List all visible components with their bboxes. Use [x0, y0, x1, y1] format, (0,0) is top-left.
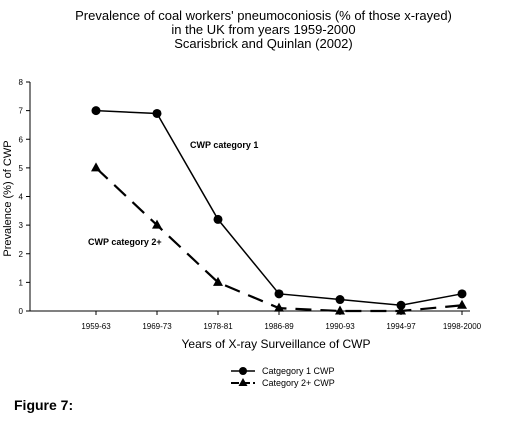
y-ticks: 0 1 2 3 4 5 6 7 8	[19, 78, 30, 316]
chart-title-line-2: in the UK from years 1959-2000	[171, 22, 356, 37]
legend-marker-triangle	[238, 378, 248, 386]
legend-item: Category 2+ CWP	[231, 378, 335, 388]
y-axis-label: Prevalence (%) of CWP	[2, 140, 14, 256]
y-tick-label: 8	[19, 78, 24, 87]
series-2	[91, 162, 467, 315]
y-tick-label: 0	[19, 307, 24, 316]
annotation-cwp-category-1: CWP category 1	[190, 140, 258, 150]
data-point-circle	[396, 300, 406, 310]
data-point-triangle	[396, 305, 406, 315]
legend-label: Catgegory 1 CWP	[262, 366, 335, 376]
x-ticks: 1959-63 1969-73 1978-81 1986-89 1990-93 1994-…	[81, 311, 482, 331]
legend-marker-circle	[239, 367, 247, 375]
x-tick-label: 1990-93	[325, 322, 355, 331]
chart-title-line-1: Prevalence of coal workers' pneumoconios…	[75, 8, 452, 23]
x-tick-label: 1969-73	[142, 322, 172, 331]
y-tick-label: 3	[19, 221, 24, 230]
figure-caption: Figure 7:	[14, 397, 74, 413]
series-line	[95, 109, 463, 307]
chart-legend: Catgegory 1 CWP Category 2+ CWP	[231, 366, 335, 388]
x-tick-label: 1978-81	[203, 322, 233, 331]
chart-title-line-3: Scarisbrick and Quinlan (2002)	[174, 36, 353, 51]
y-tick-label: 7	[19, 107, 24, 116]
data-point-circle	[457, 289, 467, 299]
data-point-circle	[335, 295, 345, 305]
data-point-triangle	[335, 305, 345, 315]
legend-item: Catgegory 1 CWP	[231, 366, 335, 376]
data-point-triangle	[152, 219, 162, 229]
legend-label: Category 2+ CWP	[262, 378, 335, 388]
x-axis-label: Years of X-ray Surveillance of CWP	[182, 337, 371, 351]
x-tick-label: 1959-63	[81, 322, 111, 331]
y-tick-label: 6	[19, 135, 24, 144]
data-point-triangle	[91, 162, 101, 172]
series-layer	[91, 106, 467, 315]
data-point-circle	[91, 106, 101, 116]
annotation-cwp-category-2plus: CWP category 2+	[88, 237, 162, 247]
data-point-triangle	[457, 299, 467, 309]
y-tick-label: 4	[19, 193, 24, 202]
y-tick-label: 2	[19, 250, 24, 259]
y-tick-label: 1	[19, 278, 24, 287]
x-tick-label: 1986-89	[264, 322, 294, 331]
data-point-triangle	[213, 276, 223, 286]
data-point-circle	[274, 289, 284, 299]
x-tick-label: 1998-2000	[443, 322, 482, 331]
chart-axes	[29, 82, 470, 312]
series-1	[91, 106, 467, 310]
data-point-circle	[152, 108, 162, 118]
y-tick-label: 5	[19, 164, 24, 173]
data-point-circle	[213, 214, 223, 224]
data-point-triangle	[274, 302, 284, 312]
x-tick-label: 1994-97	[386, 322, 416, 331]
